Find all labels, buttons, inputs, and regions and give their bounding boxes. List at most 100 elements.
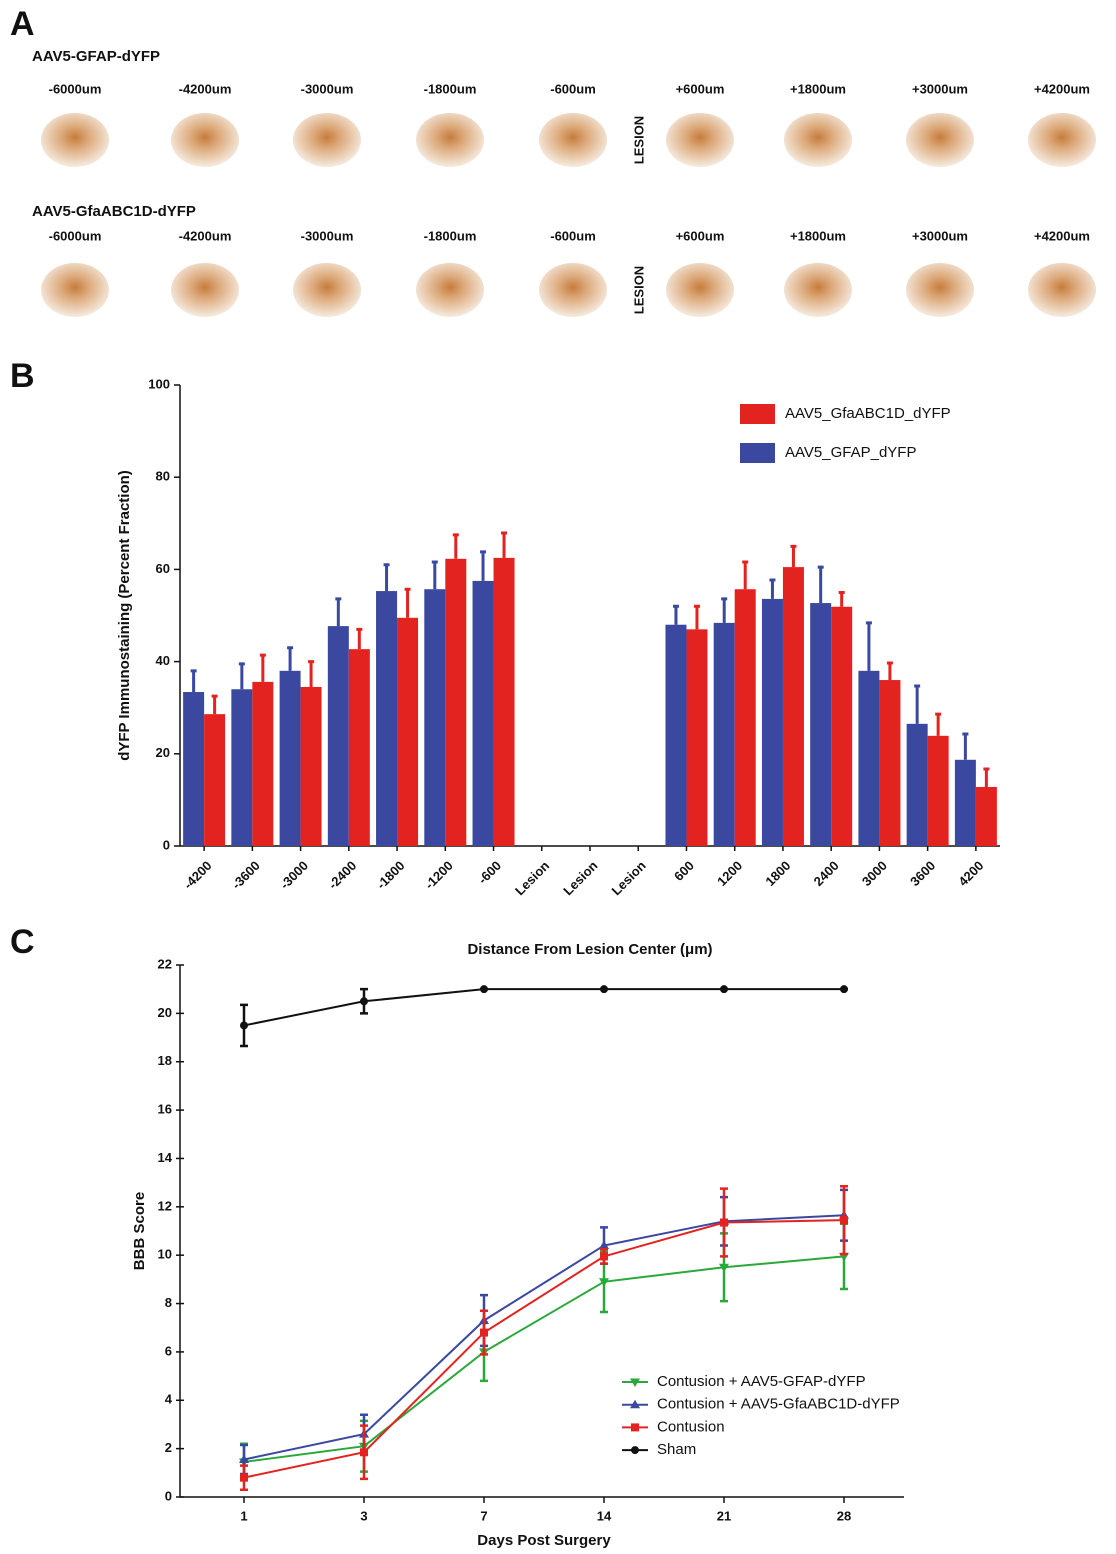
tissue-section xyxy=(906,113,974,167)
row-title: AAV5-GfaABC1D-dYFP xyxy=(32,203,196,220)
tissue-section xyxy=(784,263,852,317)
point xyxy=(600,985,608,993)
error-bar xyxy=(239,664,245,689)
legend-swatch xyxy=(740,443,775,463)
tissue-section xyxy=(539,113,607,167)
tissue-section xyxy=(41,263,109,317)
legend-label: AAV5_GfaABC1D_dYFP xyxy=(785,405,951,422)
position-label: -3000um xyxy=(301,228,354,243)
position-label: -600um xyxy=(550,228,596,243)
x-tick-label: Lesion xyxy=(609,858,649,898)
point xyxy=(720,985,728,993)
x-tick-label: 600 xyxy=(671,858,697,884)
x-axis-label: Days Post Surgery xyxy=(477,1532,611,1549)
error-bar xyxy=(191,671,197,692)
tissue-section xyxy=(539,263,607,317)
point xyxy=(840,985,848,993)
x-tick-label: -3000 xyxy=(277,858,311,892)
error-bar xyxy=(887,663,893,680)
bar xyxy=(183,692,204,846)
error-bar xyxy=(721,599,727,623)
point xyxy=(360,1448,368,1456)
error-bar xyxy=(287,648,293,671)
position-label: -3000um xyxy=(301,81,354,96)
bar xyxy=(424,589,445,846)
bar xyxy=(976,787,997,846)
point xyxy=(480,985,488,993)
legend-label: AAV5_GFAP_dYFP xyxy=(785,444,916,461)
y-tick-label: 8 xyxy=(165,1295,172,1310)
tissue-section xyxy=(1028,263,1096,317)
line xyxy=(244,1220,844,1478)
x-axis-label: Distance From Lesion Center (μm) xyxy=(467,941,712,958)
y-tick-label: 80 xyxy=(156,469,170,484)
bar xyxy=(858,671,879,846)
error-bar xyxy=(818,567,824,603)
y-axis-label: BBB Score xyxy=(131,1192,148,1270)
position-label: -6000um xyxy=(49,81,102,96)
error-bar xyxy=(260,655,266,682)
position-label: -4200um xyxy=(179,81,232,96)
position-label: +600um xyxy=(676,81,725,96)
legend-label: Contusion xyxy=(657,1418,725,1435)
position-label: -600um xyxy=(550,81,596,96)
error-bar xyxy=(742,562,748,589)
y-tick-label: 60 xyxy=(156,561,170,576)
x-tick-label: 2400 xyxy=(811,858,842,889)
error-bar xyxy=(501,533,507,558)
legend-label: Contusion + AAV5-GfaABC1D-dYFP xyxy=(657,1396,900,1413)
panel-label: A xyxy=(10,5,35,43)
error-bar xyxy=(769,580,775,599)
tissue-section xyxy=(416,113,484,167)
position-label: -4200um xyxy=(179,228,232,243)
position-label: -6000um xyxy=(49,228,102,243)
tissue-section xyxy=(293,263,361,317)
point xyxy=(480,1329,488,1337)
panel-label: B xyxy=(10,357,35,395)
position-label: +600um xyxy=(676,228,725,243)
x-tick-label: 3000 xyxy=(859,858,890,889)
bar xyxy=(445,559,466,846)
x-tick-label: 21 xyxy=(717,1508,731,1523)
line xyxy=(244,989,844,1025)
position-label: +3000um xyxy=(912,228,968,243)
position-label: -1800um xyxy=(424,228,477,243)
bar xyxy=(735,589,756,846)
y-tick-label: 2 xyxy=(165,1440,172,1455)
x-tick-label: 14 xyxy=(597,1508,612,1523)
position-label: +1800um xyxy=(790,228,846,243)
y-tick-label: 10 xyxy=(158,1247,172,1262)
point xyxy=(840,1216,848,1224)
line xyxy=(244,1256,844,1462)
x-tick-label: -600 xyxy=(475,858,504,887)
y-axis-label: dYFP Immunostaining (Percent Fraction) xyxy=(116,470,133,761)
x-tick-label: Lesion xyxy=(560,858,600,898)
x-tick-label: 1200 xyxy=(714,858,745,889)
point xyxy=(720,1219,728,1227)
error-bar xyxy=(356,629,362,649)
tissue-section xyxy=(171,263,239,317)
point xyxy=(360,997,368,1005)
bar xyxy=(831,607,852,846)
x-tick-label: Lesion xyxy=(512,858,552,898)
error-bar xyxy=(673,606,679,624)
error-bar xyxy=(983,769,989,787)
tissue-section xyxy=(171,113,239,167)
x-tick-label: -1200 xyxy=(422,858,456,892)
error-bar xyxy=(935,714,941,736)
bar xyxy=(349,649,370,846)
bar xyxy=(665,625,686,846)
panel-label: C xyxy=(10,923,35,961)
bar xyxy=(376,591,397,846)
legend-swatch xyxy=(740,404,775,424)
error-bar xyxy=(839,592,845,606)
bar xyxy=(473,581,494,846)
bar xyxy=(328,626,349,846)
tissue-section xyxy=(906,263,974,317)
legend-marker xyxy=(631,1446,639,1454)
bar xyxy=(879,680,900,846)
bar xyxy=(231,689,252,846)
legend-label: Sham xyxy=(657,1441,696,1458)
point xyxy=(600,1252,608,1260)
bar xyxy=(810,603,831,846)
